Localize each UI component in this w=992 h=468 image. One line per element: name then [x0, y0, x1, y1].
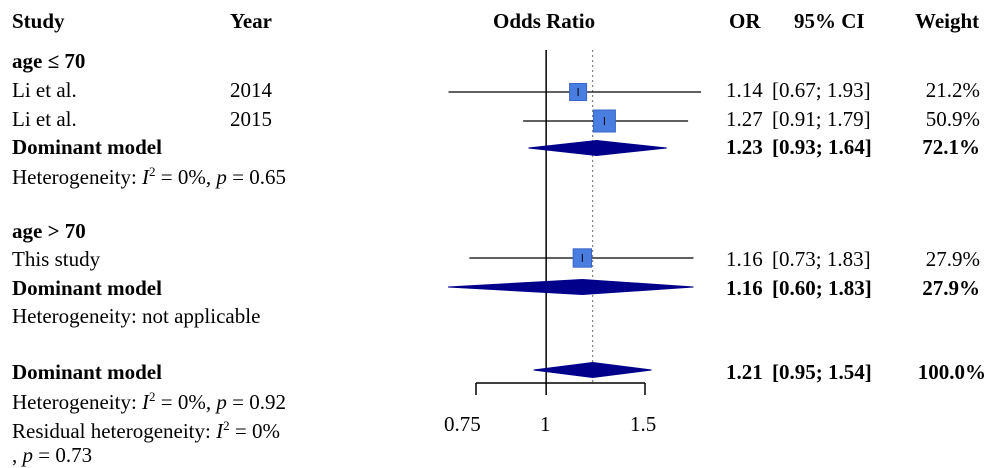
overall-summary-label: Dominant model [12, 360, 162, 384]
subgroup-summary-diamond [528, 139, 667, 157]
residual-heterogeneity-p: , p = 0.73 [12, 443, 93, 467]
subgroup-summary-ci: [0.60; 1.83] [772, 276, 872, 300]
subgroup-summary-weight: 27.9% [922, 276, 980, 300]
overall-summary-or: 1.21 [726, 360, 763, 384]
overall-heterogeneity-text: Heterogeneity: I2 = 0%, p = 0.92 [12, 389, 286, 414]
study-ci: [0.73; 1.83] [772, 247, 871, 271]
subgroup-summary-label: Dominant model [12, 135, 162, 159]
study-or: 1.14 [726, 78, 763, 102]
study-year: 2014 [230, 78, 272, 102]
header-weight: Weight [915, 9, 980, 33]
study-or: 1.16 [726, 247, 763, 271]
study-weight: 50.9% [925, 107, 980, 131]
subgroup-summary-or: 1.16 [726, 276, 763, 300]
study-weight: 21.2% [925, 78, 980, 102]
axis-tick-label: 1.5 [630, 412, 657, 436]
residual-heterogeneity-text: Residual heterogeneity: I2 = 0% [12, 418, 280, 443]
overall-summary-ci: [0.95; 1.54] [772, 360, 872, 384]
heterogeneity-text: Heterogeneity: I2 = 0%, p = 0.65 [12, 164, 286, 189]
axis-tick-label: 0.75 [444, 412, 481, 436]
group-label-age-le-70: age ≤ 70 [12, 49, 86, 73]
subgroup-summary-weight: 72.1% [922, 135, 980, 159]
header-study: Study [12, 9, 65, 33]
study-weight: 27.9% [925, 247, 980, 271]
header-year: Year [230, 9, 272, 33]
study-name: Li et al. [12, 78, 77, 102]
header-odds-ratio: Odds Ratio [493, 9, 596, 33]
group-label-age-gt-70: age > 70 [12, 219, 86, 243]
study-name: This study [12, 247, 101, 271]
study-name: Li et al. [12, 107, 77, 131]
subgroup-summary-diamond [447, 278, 694, 296]
header-or: OR [729, 9, 761, 33]
study-or: 1.27 [726, 107, 763, 131]
study-ci: [0.91; 1.79] [772, 107, 871, 131]
heterogeneity-text: Heterogeneity: not applicable [12, 304, 261, 328]
axis-tick-label: 1 [540, 412, 551, 436]
overall-summary-weight: 100.0% [917, 360, 986, 384]
subgroup-summary-label: Dominant model [12, 276, 162, 300]
header-ci: 95% CI [794, 9, 865, 33]
study-ci: [0.67; 1.93] [772, 78, 871, 102]
study-year: 2015 [230, 107, 272, 131]
overall-summary-diamond [533, 361, 652, 379]
subgroup-summary-or: 1.23 [726, 135, 763, 159]
subgroup-summary-ci: [0.93; 1.64] [772, 135, 872, 159]
